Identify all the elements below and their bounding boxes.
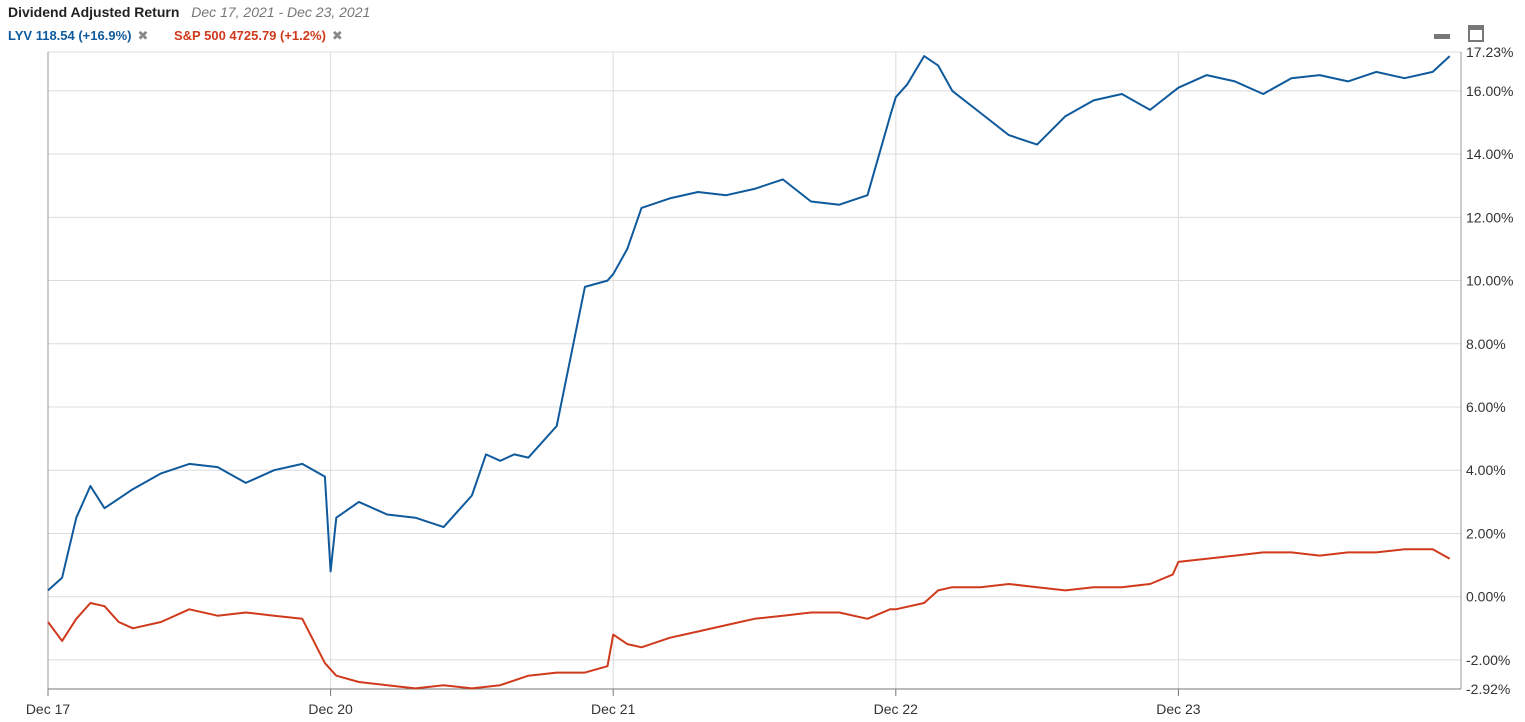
legend: LYV 118.54 (+16.9%) ✖ S&P 500 4725.79 (+1… bbox=[8, 28, 365, 44]
chart-header: Dividend Adjusted Return Dec 17, 2021 - … bbox=[8, 4, 370, 20]
y-tick-label: 2.00% bbox=[1466, 525, 1506, 541]
y-tick-label: 10.00% bbox=[1466, 273, 1513, 289]
legend-item-sp500[interactable]: S&P 500 4725.79 (+1.2%) ✖ bbox=[174, 28, 343, 43]
legend-label-sp500: S&P 500 4725.79 (+1.2%) bbox=[174, 28, 326, 43]
date-range: Dec 17, 2021 - Dec 23, 2021 bbox=[191, 4, 371, 20]
y-tick-label: 12.00% bbox=[1466, 209, 1513, 225]
y-tick-label: 6.00% bbox=[1466, 399, 1506, 415]
chart-title: Dividend Adjusted Return bbox=[8, 4, 180, 20]
maximize-icon[interactable] bbox=[1466, 22, 1486, 42]
remove-series-lyv-icon[interactable]: ✖ bbox=[137, 28, 149, 43]
y-tick-label: 14.00% bbox=[1466, 146, 1513, 162]
series-line-lyv bbox=[47, 55, 1451, 592]
minimize-icon[interactable] bbox=[1432, 22, 1452, 40]
x-axis: Dec 17 Dec 20 Dec 21 Dec 22 Dec 23 bbox=[26, 52, 1461, 717]
chart-window-controls bbox=[1432, 22, 1488, 42]
y-tick-label: -2.92% bbox=[1466, 681, 1510, 697]
y-tick-label: 8.00% bbox=[1466, 336, 1506, 352]
x-tick-label: Dec 21 bbox=[591, 701, 636, 717]
series-lines bbox=[47, 55, 1451, 690]
legend-item-lyv[interactable]: LYV 118.54 (+16.9%) ✖ bbox=[8, 28, 152, 43]
grid-lines bbox=[48, 51, 1461, 689]
y-tick-label: -2.00% bbox=[1466, 652, 1510, 668]
y-tick-label: 0.00% bbox=[1466, 589, 1506, 605]
y-axis: 17.23% 16.00% 14.00% 12.00% 10.00% 8.00% 6.00%… bbox=[1460, 44, 1513, 697]
x-tick-label: Dec 17 bbox=[26, 701, 71, 717]
series-line-sp500 bbox=[47, 548, 1451, 690]
x-tick-label: Dec 23 bbox=[1156, 701, 1201, 717]
y-tick-label: 16.00% bbox=[1466, 83, 1513, 99]
remove-series-sp500-icon[interactable]: ✖ bbox=[331, 28, 343, 43]
y-tick-label: 17.23% bbox=[1466, 44, 1513, 60]
y-tick-label: 4.00% bbox=[1466, 462, 1506, 478]
x-tick-label: Dec 22 bbox=[874, 701, 919, 717]
legend-label-lyv: LYV 118.54 (+16.9%) bbox=[8, 28, 132, 43]
x-tick-label: Dec 20 bbox=[308, 701, 353, 717]
